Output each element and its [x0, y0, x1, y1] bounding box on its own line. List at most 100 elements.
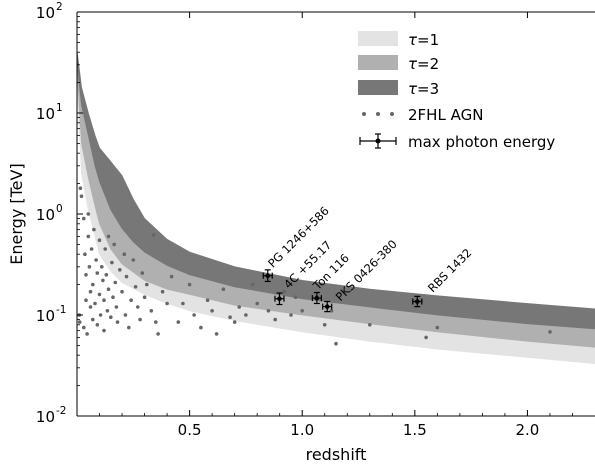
- agn-point: [120, 289, 124, 294]
- agn-point: [100, 265, 104, 269]
- agn-point: [232, 320, 237, 324]
- agn-points: [77, 186, 552, 346]
- agn-point: [136, 305, 140, 309]
- agn-point: [300, 309, 305, 313]
- agn-point: [97, 292, 102, 297]
- agn-point: [127, 325, 131, 330]
- agn-point: [205, 298, 210, 303]
- agn-point: [93, 301, 97, 306]
- agn-point: [154, 320, 158, 324]
- agn-point: [106, 287, 111, 292]
- legend-swatch-tau-3: [358, 80, 398, 95]
- agn-point: [192, 313, 196, 317]
- agn-point: [160, 289, 165, 294]
- agn-point: [112, 242, 116, 247]
- agn-point: [122, 252, 127, 256]
- y-tick-exponent: -2: [56, 405, 66, 417]
- agn-point: [151, 233, 156, 237]
- legend-swatch-tau-1: [358, 31, 398, 46]
- agn-point: [145, 282, 149, 287]
- agn-point: [282, 289, 287, 294]
- agn-point: [82, 216, 86, 221]
- agn-point: [289, 313, 293, 317]
- agn-point: [293, 295, 298, 300]
- agn-point: [228, 315, 232, 320]
- agn-point: [124, 274, 129, 279]
- agn-point: [106, 234, 111, 239]
- legend-label-agn: 2FHL AGN: [408, 106, 483, 124]
- agn-point: [85, 332, 89, 336]
- agn-point: [103, 247, 107, 251]
- agn-point: [138, 317, 142, 322]
- agn-point: [149, 309, 154, 313]
- agn-point: [244, 313, 248, 317]
- legend-marker-max-photon: [375, 138, 381, 144]
- agn-point: [95, 271, 100, 275]
- agn-point: [214, 332, 219, 336]
- x-tick-label: 2.0: [516, 421, 540, 439]
- agn-point: [84, 298, 88, 303]
- agn-point: [368, 323, 372, 327]
- agn-point: [88, 305, 93, 309]
- y-tick-label: 10: [36, 206, 55, 224]
- x-tick-label: 1.0: [290, 421, 314, 439]
- y-tick-base: 10: [36, 4, 55, 22]
- agn-point: [110, 260, 114, 265]
- max-photon-point: [311, 291, 322, 305]
- tau-bands: [77, 52, 595, 365]
- agn-point: [109, 315, 113, 320]
- legend-label-tau-3: τ=3: [408, 80, 439, 98]
- max-photon-marker: [324, 304, 330, 309]
- legend-marker-agn: [362, 112, 366, 116]
- agn-point: [84, 273, 88, 277]
- agn-point: [82, 325, 86, 330]
- y-tick-exponent: 0: [56, 203, 63, 215]
- agn-point: [95, 323, 100, 327]
- y-tick-exponent: 1: [56, 102, 63, 114]
- agn-point: [104, 273, 109, 277]
- agn-point: [86, 212, 91, 216]
- y-tick-label: 10: [36, 307, 55, 325]
- agn-point: [181, 301, 185, 306]
- agn-point: [94, 258, 98, 262]
- legend-label-tau-2: τ=2: [408, 55, 439, 73]
- agn-point: [334, 341, 338, 346]
- agn-point: [111, 295, 115, 300]
- y-tick-label: 10: [36, 4, 55, 22]
- agn-point: [78, 186, 83, 190]
- agn-point: [210, 309, 214, 313]
- y-tick-base: 10: [36, 307, 55, 325]
- max-photon-marker: [415, 299, 420, 304]
- agn-point: [237, 305, 241, 309]
- agn-point: [221, 287, 226, 292]
- agn-point: [98, 313, 103, 317]
- agn-point: [102, 328, 106, 333]
- agn-point: [548, 330, 552, 334]
- legend-tau-value: =2: [417, 55, 439, 73]
- agn-point: [91, 282, 95, 287]
- agn-point: [169, 274, 174, 279]
- agn-point: [133, 285, 138, 289]
- agn-point: [79, 194, 84, 198]
- legend-label-max-photon: max photon energy: [408, 133, 555, 151]
- agn-point: [91, 317, 95, 322]
- agn-point: [88, 289, 93, 294]
- max-photon-point: [322, 300, 333, 313]
- max-photon-marker: [265, 273, 271, 278]
- x-tick-label: 0.5: [178, 421, 202, 439]
- max-photon-point: [412, 295, 423, 308]
- agn-point: [102, 298, 106, 303]
- legend-tau-value: =1: [417, 31, 439, 49]
- agn-point: [97, 238, 102, 242]
- y-tick-label: 10: [36, 105, 55, 123]
- y-tick-base: 10: [36, 105, 55, 123]
- legend-tau-value: =3: [417, 80, 439, 98]
- agn-point: [266, 309, 271, 313]
- agn-point: [131, 258, 136, 262]
- tau-band-3: [77, 52, 595, 330]
- agn-point: [113, 280, 118, 285]
- x-axis-title: redshift: [306, 445, 367, 464]
